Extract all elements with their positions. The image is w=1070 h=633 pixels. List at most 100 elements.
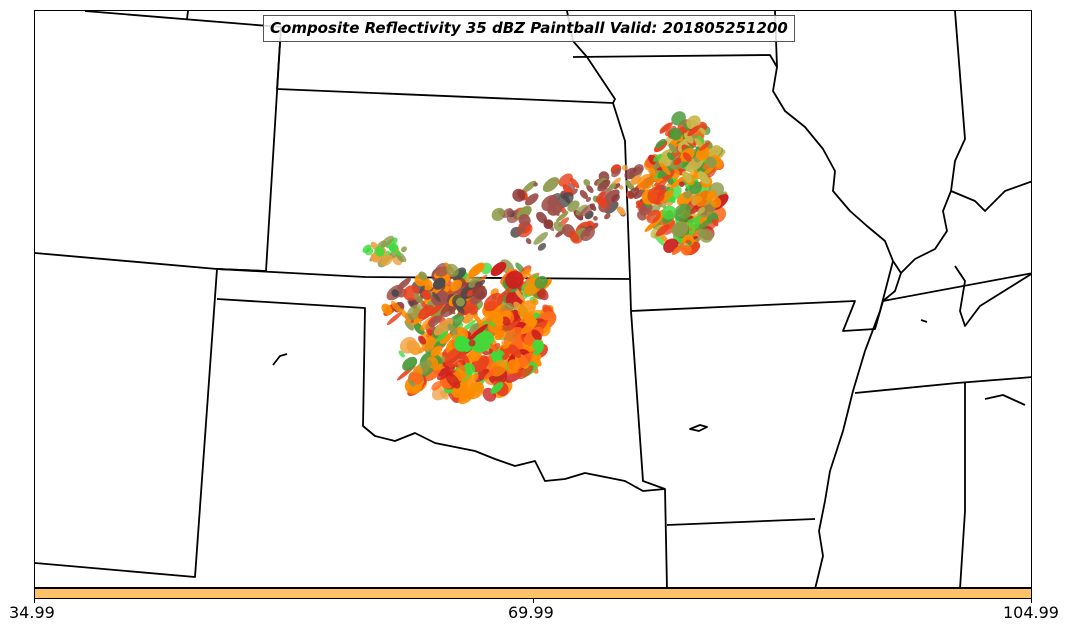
storm-cell [659,163,671,175]
storm-cell [410,380,424,393]
storm-cell [413,322,425,335]
storm-cell [682,152,692,162]
border-line [900,11,966,274]
storm-cell [682,122,691,131]
colorbar-tick-mid: 69.99 [508,603,554,622]
map-canvas [35,11,1031,587]
storm-cell [507,359,520,373]
storm-cell [472,284,488,300]
storm-cell [440,390,449,400]
storm-cell [580,227,595,241]
storm-cell [517,365,534,380]
storm-cell [673,157,682,166]
storm-cell [411,372,423,385]
storm-cell [430,345,443,357]
border-line [959,383,966,587]
storm-cell [671,111,686,126]
storm-cell [570,177,580,189]
storm-cell [575,204,588,216]
storm-cell [431,381,442,391]
storm-cell [398,350,405,358]
storm-cell [668,143,678,154]
storm-cell [647,186,665,204]
storm-cell [603,189,620,205]
storm-cell [683,132,694,144]
storm-cell [454,336,470,352]
storm-cell [514,288,526,302]
colorbar [34,588,1032,599]
storm-cell [433,318,454,336]
colorbar-tick-min: 34.99 [9,603,55,622]
storm-cell [471,331,495,353]
storm-cell [691,215,702,224]
storm-cell [501,316,511,326]
map-title: Composite Reflectivity 35 dBZ Paintball … [263,15,795,42]
storm-cell [497,284,515,300]
storm-cell [458,389,475,405]
storm-cell [697,135,705,144]
storm-cell [385,237,398,249]
storm-cell [380,254,393,266]
storm-cell [530,354,542,367]
storm-cell [583,179,591,187]
storm-cell [436,363,456,381]
storm-cell [613,183,621,190]
storm-cell [474,368,490,382]
colorbar-tick-mark [34,599,35,603]
storm-cell [628,187,640,198]
storm-cell [418,271,428,281]
storm-cell [468,276,481,288]
storm-cell [710,196,722,208]
storm-cell [697,206,706,214]
storm-cell [401,246,407,253]
storm-cell [463,362,476,375]
storm-cell [445,372,461,389]
storm-cell [536,287,549,301]
border-line [814,260,894,587]
storm-cell [517,300,536,318]
storm-cell [604,213,611,220]
storm-cell [681,171,693,183]
storm-cell [380,235,394,248]
storm-cell [671,242,687,255]
storm-cell [502,341,512,350]
border-line [854,376,1031,394]
storm-cell [399,308,409,319]
storm-cell [699,141,710,151]
storm-cell [516,226,526,235]
storm-cell [428,315,442,328]
border-line [630,272,1031,332]
storm-cell [490,311,504,326]
storm-cell [439,333,452,345]
storm-cell [698,219,711,230]
storm-cell [413,292,424,304]
storm-cell [421,290,431,300]
storm-cell [483,367,498,380]
colorbar-tick-max: 104.99 [1003,603,1059,622]
storm-cell [505,270,524,289]
border-line [35,11,282,272]
storm-cell [493,330,504,341]
storm-cell [634,167,644,176]
border-line [186,11,189,20]
storm-cell [618,185,624,190]
storm-cell [556,211,569,222]
storm-cell [508,344,522,359]
storm-cell [646,209,661,224]
storm-cell [697,171,710,185]
storm-cell [697,228,707,238]
storm-cell [428,302,445,316]
storm-cell [633,188,646,199]
storm-cell [537,243,547,251]
storm-cell [621,164,629,171]
storm-cell [455,297,465,307]
storm-cell [491,349,506,364]
lake-outline [984,394,1026,406]
storm-cell [507,320,519,331]
storm-cell [490,261,507,277]
storm-cell [444,347,466,368]
storm-cell [694,138,704,149]
colorbar-tick-mark [1031,599,1032,603]
storm-cell [490,382,504,394]
storm-cell [518,214,531,227]
